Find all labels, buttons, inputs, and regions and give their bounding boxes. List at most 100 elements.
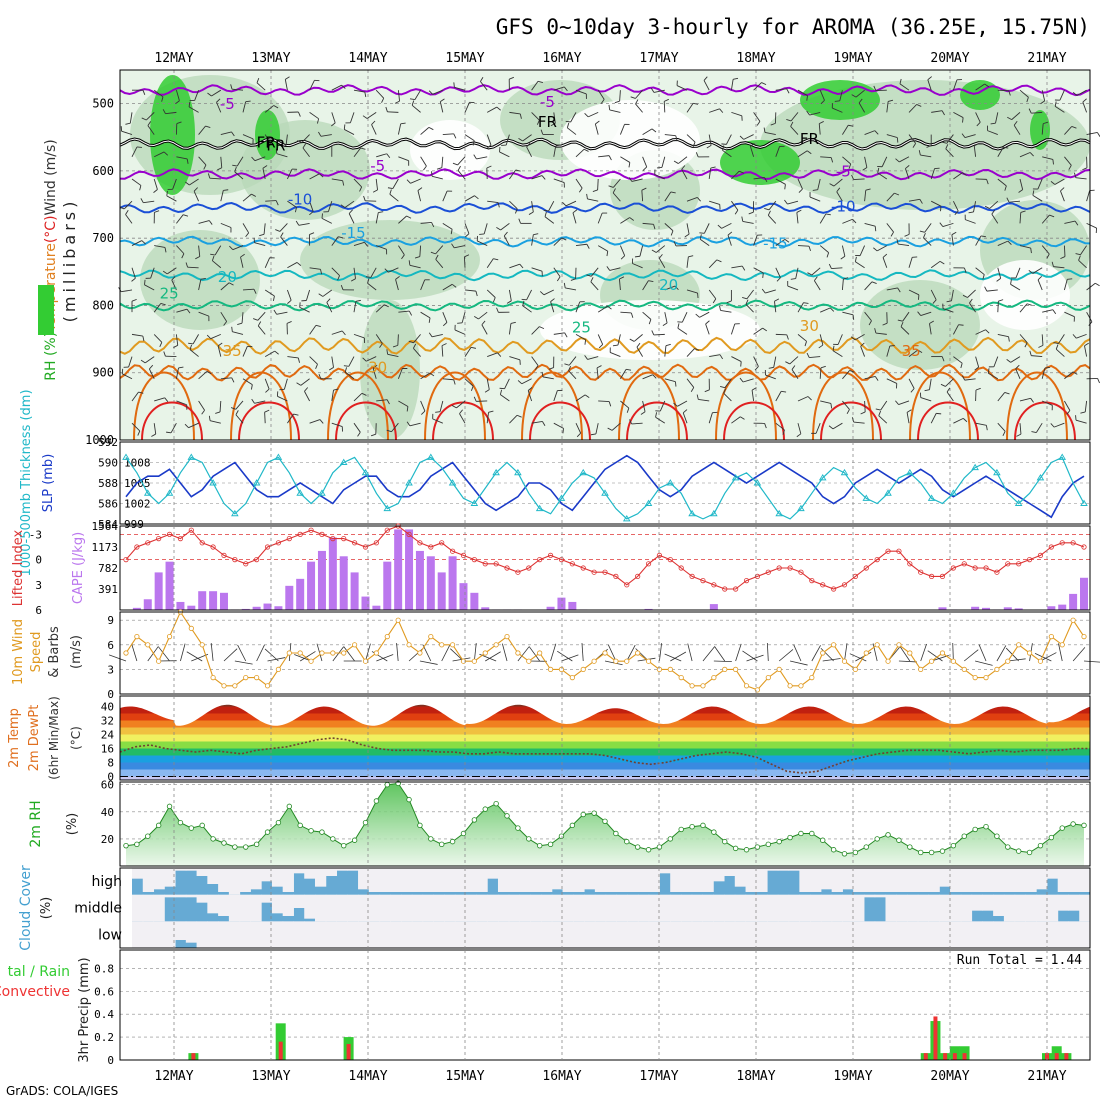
wind-barb-flag (820, 365, 826, 369)
pressure-tick-label: 600 (92, 164, 114, 178)
cloud-cell (594, 894, 607, 922)
wind-tick-label: 6 (107, 639, 114, 652)
pressure-tick-label: 500 (92, 97, 114, 111)
cloud-cell (691, 921, 703, 948)
wind-barb (709, 108, 720, 113)
wind-barb (1053, 266, 1065, 269)
wind-barb-flag (984, 83, 990, 88)
wind-barb-flag (488, 410, 494, 413)
cape-bar (1058, 604, 1067, 610)
wind-barb-flag (1008, 336, 1010, 342)
wind-barb (464, 223, 470, 234)
wind-barb (220, 311, 228, 322)
rh-point (896, 837, 902, 843)
li-point (831, 586, 837, 592)
wind-barb (797, 245, 810, 247)
wind-speed-point (547, 666, 554, 673)
wind-barb-flag (904, 233, 910, 237)
wind-barb (661, 156, 666, 168)
wind-barb-flag (695, 313, 700, 318)
surface-wind-barb (766, 643, 769, 662)
wind-barb (235, 414, 244, 424)
surface-wind-barb (237, 644, 247, 662)
cloud-cell (680, 921, 693, 948)
li-point (243, 561, 249, 567)
wind-barb (731, 265, 743, 269)
li-point (232, 556, 238, 563)
wind-speed-point (950, 658, 956, 664)
cloud-cell (551, 894, 564, 922)
wind-barb (664, 223, 674, 232)
wind-barb-flag (257, 321, 262, 327)
cape-tick-label: 1564 (92, 520, 119, 533)
panel-ylabel: 3hr Precip (mm) (77, 957, 92, 1062)
wind-barb (198, 371, 208, 380)
cloud-cell (401, 894, 413, 922)
wind-barb-flag (980, 235, 986, 238)
precip-convective-bar (1064, 1053, 1069, 1060)
wind-barb-flag (705, 320, 710, 325)
li-point (210, 544, 216, 550)
wind-barb (1084, 400, 1088, 412)
cloud-cell (584, 921, 596, 948)
thickness-point (644, 499, 653, 506)
wind-barb-flag (739, 135, 745, 140)
rh-point (210, 836, 216, 842)
cloud-cell (993, 894, 1005, 916)
wind-barb-flag (245, 100, 251, 103)
wind-barb (287, 262, 298, 269)
li-point (537, 556, 543, 563)
wind-barb-flag (756, 121, 761, 126)
rh-point (645, 847, 652, 853)
cloud-cell (1057, 868, 1069, 892)
wind-barb-flag (670, 191, 676, 194)
wind-barb-flag (565, 120, 571, 123)
cloud-cell (659, 894, 671, 922)
wind-barb (531, 234, 534, 246)
wind-barb-flag (394, 100, 400, 104)
li-point (319, 531, 325, 538)
li-point (145, 540, 151, 546)
rh-tick-label: 20 (101, 833, 114, 846)
wind-barb-flag (1080, 411, 1086, 414)
cloud-cell (627, 921, 639, 948)
wind-barb (703, 223, 710, 234)
wind-barb-flag (186, 308, 191, 314)
rh-point (852, 849, 859, 856)
wind-barb-flag (924, 389, 930, 392)
cloud-cell (982, 868, 994, 892)
wind-barb (633, 334, 643, 342)
cloud-cell (293, 868, 305, 874)
wind-barb-flag (665, 343, 671, 347)
wind-barb (500, 223, 510, 231)
cloud-cell (454, 894, 467, 922)
wind-barb-flag (608, 104, 611, 110)
wind-barb (775, 88, 787, 91)
wind-barb-flag (480, 76, 484, 82)
wind-barb (276, 311, 288, 315)
rh-point (776, 838, 782, 845)
wind-speed-point (1026, 650, 1033, 656)
wind-barb-flag (940, 206, 942, 212)
cape-bar (1014, 608, 1023, 610)
wind-barb (886, 378, 897, 384)
panel-ylabel: Lifted Index (11, 529, 26, 606)
wind-barb (264, 257, 271, 268)
wind-barb-flag (807, 396, 812, 401)
wind-barb-flag (435, 254, 439, 260)
wind-barb (170, 422, 177, 434)
wind-barb-flag (473, 154, 477, 160)
cape-tick-label: 1173 (92, 541, 119, 554)
wind-barb (708, 134, 712, 146)
li-point (1070, 540, 1076, 546)
wind-barb-flag (875, 408, 881, 411)
surface-wind-barb (702, 646, 715, 662)
thickness-point (1080, 499, 1088, 506)
wind-barb (815, 423, 821, 434)
wind-barb (775, 391, 782, 402)
wind-barb-flag (543, 209, 549, 212)
cloud-cell (982, 921, 994, 948)
wind-barb (842, 218, 853, 224)
dewpoint-line (119, 737, 1090, 774)
wind-barb-flag (521, 298, 527, 301)
